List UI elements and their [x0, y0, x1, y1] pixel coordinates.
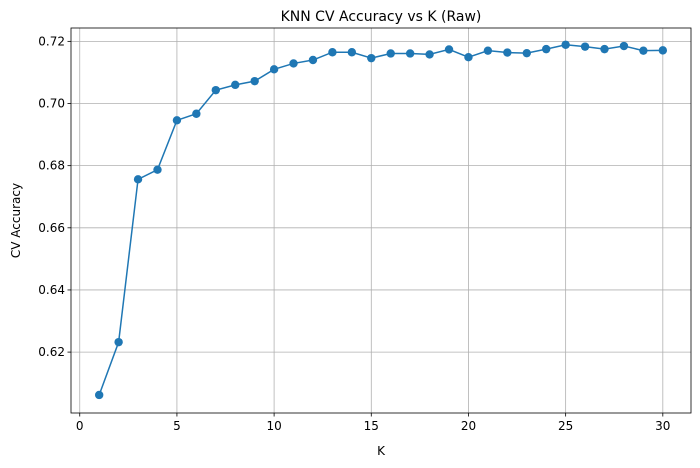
data-point [386, 49, 395, 58]
data-point [561, 40, 570, 49]
data-point [153, 165, 162, 174]
data-point [619, 41, 629, 51]
data-point [639, 46, 648, 55]
data-point [289, 59, 298, 68]
data-point [308, 55, 318, 65]
x-tick-label: 30 [655, 419, 670, 433]
x-tick-label: 10 [266, 419, 281, 433]
series-line [98, 44, 663, 396]
y-tick-label: 0.72 [38, 34, 65, 48]
data-point [405, 49, 415, 58]
data-point [658, 46, 668, 55]
x-tick-label: 15 [364, 419, 379, 433]
data-point [114, 337, 123, 347]
data-point [94, 390, 104, 400]
data-point [580, 42, 590, 51]
y-tick-label: 0.66 [38, 221, 65, 235]
x-axis-label: K [377, 444, 386, 458]
x-axis: 0 5 10 15 20 25 30 [76, 413, 670, 433]
grid [71, 28, 691, 413]
data-point [600, 44, 609, 54]
x-tick-label: 0 [76, 419, 84, 433]
data-point [522, 48, 531, 58]
data-point [483, 46, 493, 55]
x-tick-label: 5 [173, 419, 181, 433]
data-point [367, 53, 376, 63]
data-point [231, 80, 240, 90]
data-point [269, 65, 279, 74]
data-point [133, 175, 143, 184]
data-point [425, 50, 434, 59]
data-point [211, 85, 220, 95]
y-tick-label: 0.64 [38, 283, 65, 297]
x-tick-label: 25 [558, 419, 573, 433]
y-tick-label: 0.70 [38, 97, 65, 111]
chart-title: KNN CV Accuracy vs K (Raw) [281, 9, 482, 25]
data-point [192, 109, 201, 118]
data-point [542, 44, 551, 54]
y-axis: 0.62 0.64 0.66 0.68 0.70 0.72 [38, 34, 71, 359]
data-point [250, 76, 259, 86]
axes-frame [70, 27, 692, 414]
data-point [172, 116, 182, 125]
y-tick-label: 0.68 [38, 159, 65, 173]
data-point [328, 48, 337, 57]
data-point [444, 45, 454, 54]
plot-area [94, 40, 668, 400]
data-point [503, 48, 512, 57]
y-tick-label: 0.62 [38, 345, 65, 359]
y-axis-label: CV Accuracy [9, 183, 23, 258]
data-point [347, 48, 357, 57]
data-point [464, 53, 473, 62]
x-tick-label: 20 [461, 419, 476, 433]
